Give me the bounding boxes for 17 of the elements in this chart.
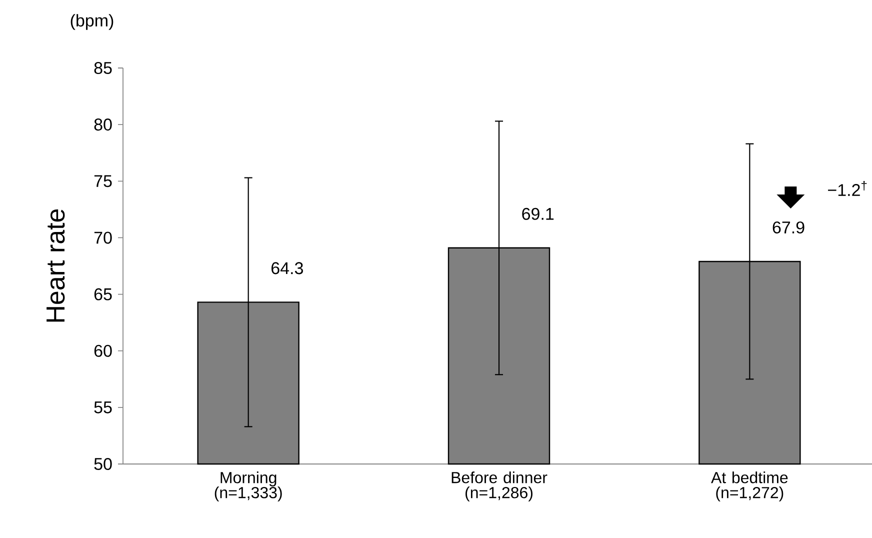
y-tick-label: 85 <box>94 62 112 74</box>
data-label: 67.9 <box>772 221 804 234</box>
x-tick-label: Morning (n=1,333) <box>214 472 282 502</box>
text: (bpm) <box>70 14 114 30</box>
y-tick-label: 60 <box>94 344 112 357</box>
data-label: 69.1 <box>522 208 554 220</box>
x-tick-label: At bedtime (n=1,272) <box>711 472 788 502</box>
y-tick-label: 70 <box>94 232 112 244</box>
y-tick-label: 55 <box>94 401 112 414</box>
y-axis-title: Heart rate <box>46 209 65 322</box>
y-tick-label: 80 <box>94 118 112 131</box>
annotation: −1.2$^{†}$ <box>828 181 867 196</box>
y-tick-label: 75 <box>94 175 112 188</box>
y-tick-label: 65 <box>94 288 112 300</box>
x-tick-label: Before dinner (n=1,286) <box>452 472 548 502</box>
y-tick-label: 50 <box>94 458 112 470</box>
data-label: 64.3 <box>272 262 303 274</box>
